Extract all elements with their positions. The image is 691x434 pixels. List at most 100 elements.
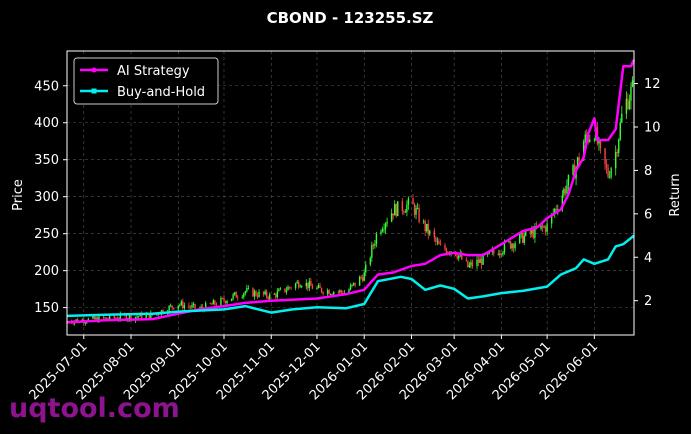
candle-body: [326, 290, 329, 294]
y-right-tick-label: 12: [644, 77, 661, 92]
candle-body: [477, 259, 480, 263]
candle-body: [337, 292, 340, 293]
candle-body: [102, 316, 105, 319]
candle-body: [630, 86, 632, 101]
candle-body: [168, 306, 170, 313]
candle-body: [348, 289, 350, 293]
legend-marker-ai: [91, 67, 97, 73]
candle-body: [386, 221, 388, 224]
y-axis-right: 2 4 6 8 10 12: [634, 77, 661, 309]
candle-body: [316, 287, 318, 289]
candle-body: [593, 139, 596, 141]
candle-body: [113, 315, 115, 319]
candle-body: [479, 258, 481, 263]
candle-body: [108, 315, 111, 320]
candle-body: [201, 306, 204, 309]
candle-body: [301, 286, 303, 288]
candle-body: [546, 223, 548, 232]
y-axis-label: Price: [11, 179, 26, 211]
candle-body: [128, 315, 131, 319]
candle-body: [267, 297, 269, 300]
candle-body: [92, 316, 94, 319]
candle-body: [84, 322, 86, 324]
candle-body: [171, 305, 173, 308]
candle-body: [191, 305, 193, 308]
candle-body: [172, 307, 175, 310]
candle-body: [328, 290, 330, 295]
y-right-tick-label: 10: [644, 120, 661, 135]
candle-body: [531, 229, 533, 234]
candle-body: [628, 100, 631, 110]
candle-body: [514, 243, 516, 249]
candle-body: [354, 282, 356, 286]
legend-label-bh: Buy-and-Hold: [117, 85, 205, 100]
candle-body: [509, 241, 512, 249]
candle-body: [383, 228, 385, 230]
candle-body: [287, 286, 289, 291]
candle-body: [392, 213, 394, 216]
candle-body: [189, 306, 192, 308]
candle-body: [605, 164, 608, 168]
candle-body: [424, 221, 426, 232]
candle-body: [567, 174, 570, 186]
candle-body: [468, 264, 471, 268]
candle-body: [244, 291, 247, 294]
candle-body: [461, 253, 463, 260]
candle-body: [374, 243, 376, 246]
candles: [66, 76, 634, 326]
candle-body: [401, 201, 404, 212]
candle-body: [105, 317, 108, 319]
candle-body: [557, 209, 559, 211]
candle-body: [180, 301, 183, 305]
legend-box: [73, 57, 219, 105]
candle-body: [493, 250, 495, 254]
candle-body: [262, 291, 265, 295]
legend-label-ai: AI Strategy: [117, 64, 190, 79]
candle-body: [305, 282, 307, 287]
candle-body: [224, 300, 227, 304]
candle-body: [115, 318, 117, 319]
candle-body: [372, 244, 375, 246]
candle-body: [333, 292, 335, 295]
y-right-tick-label: 8: [644, 164, 652, 179]
y-tick-label: 350: [34, 153, 59, 168]
candle-body: [406, 204, 408, 213]
series-line-buy-and-hold: [66, 234, 635, 318]
candle-body: [264, 291, 266, 295]
candle-body: [619, 122, 621, 140]
candle-body: [273, 294, 275, 295]
candle-body: [486, 253, 489, 255]
candle-body: [561, 195, 564, 210]
candle-body: [412, 198, 414, 205]
candle-body: [563, 188, 565, 196]
candle-body: [223, 298, 225, 301]
candle-body: [416, 207, 419, 209]
candle-body: [439, 244, 442, 246]
candle-body: [438, 241, 440, 245]
candle-body: [284, 288, 286, 292]
chart-title: CBOND - 123255.SZ: [267, 9, 434, 27]
candle-body: [285, 290, 288, 292]
candle-body: [598, 140, 600, 144]
candle-body: [276, 291, 279, 298]
candle-body: [618, 139, 620, 153]
y-tick-label: 250: [34, 227, 59, 242]
candle-body: [278, 289, 280, 292]
candle-body: [311, 285, 314, 289]
candle-body: [183, 305, 186, 309]
candle-body: [540, 225, 542, 229]
candle-body: [194, 303, 196, 309]
candle-body: [93, 316, 96, 320]
candle-body: [508, 241, 510, 243]
candle-body: [148, 313, 151, 319]
candle-body: [279, 288, 282, 290]
y-tick-label: 200: [34, 264, 59, 279]
candle-body: [246, 288, 248, 292]
candle-body: [403, 211, 405, 213]
candle-body: [599, 140, 602, 149]
candle-body: [429, 230, 431, 235]
candle-body: [589, 139, 591, 142]
candle-body: [621, 113, 623, 123]
candle-body: [140, 313, 143, 319]
